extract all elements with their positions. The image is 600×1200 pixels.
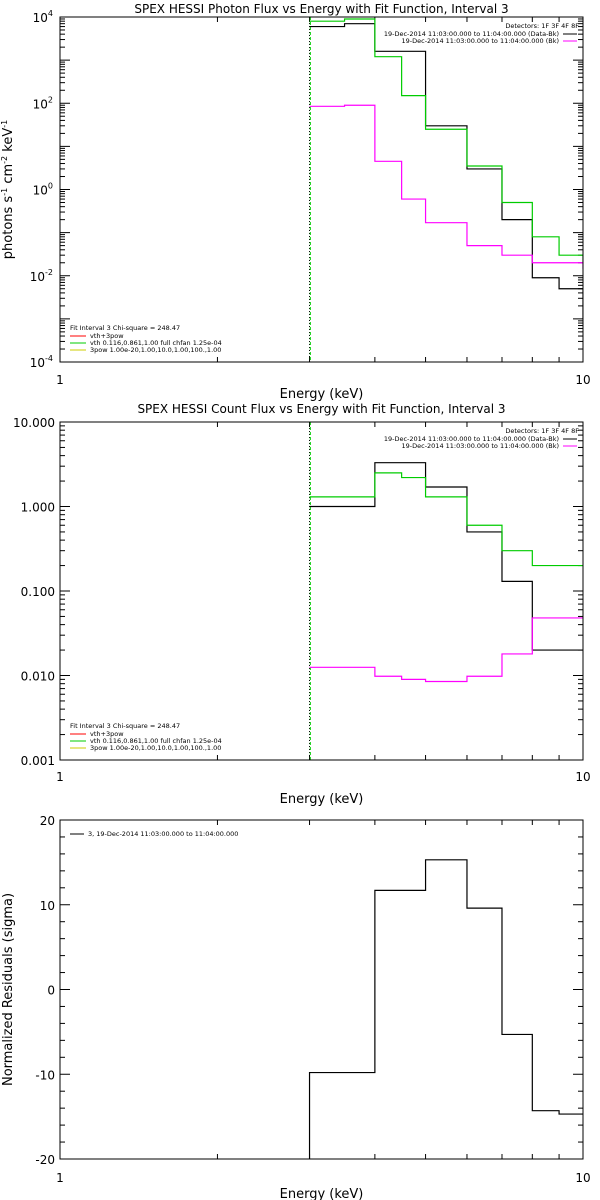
legend-entry-label: vth+3pow bbox=[90, 730, 124, 738]
y-tick-label: 20 bbox=[40, 814, 55, 828]
legend-bottom-left: Fit Interval 3 Chi-square = 248.47vth+3p… bbox=[70, 722, 222, 752]
legend-entry-label: 3pow 1.00e-20,1.00,10.0,1.00,100.,1.00 bbox=[90, 744, 221, 752]
data-area bbox=[309, 17, 583, 362]
x-axis-label: Energy (keV) bbox=[280, 387, 364, 402]
legend-header: Fit Interval 3 Chi-square = 248.47 bbox=[70, 722, 180, 730]
y-tick-label: 10-2 bbox=[30, 268, 53, 284]
legend-entry-label: 19-Dec-2014 11:03:00.000 to 11:04:00.000… bbox=[402, 442, 560, 450]
y-label-exponent: -1 bbox=[0, 120, 9, 128]
y-label-exponent: -2 bbox=[0, 156, 9, 164]
chart-title: SPEX HESSI Photon Flux vs Energy with Fi… bbox=[134, 2, 508, 16]
y-tick-exponent: 4 bbox=[48, 9, 53, 18]
y-tick-label: 10.000 bbox=[13, 416, 55, 430]
series-3-step-line bbox=[309, 104, 583, 269]
x-axis-label: Energy (keV) bbox=[280, 1187, 364, 1200]
y-tick-label: 100 bbox=[33, 182, 53, 198]
legend-entry-label: 19-Dec-2014 11:03:00.000 to 11:04:00.000… bbox=[402, 37, 560, 45]
x-tick-label: 10 bbox=[575, 373, 590, 387]
legend-header: Detectors: 1F 3F 4F 8F bbox=[505, 427, 579, 435]
series-2-step-line bbox=[309, 472, 583, 567]
y-tick-exponent: 0 bbox=[48, 182, 53, 191]
plot-frame bbox=[59, 16, 584, 363]
chart-title: SPEX HESSI Count Flux vs Energy with Fit… bbox=[137, 402, 505, 416]
y-tick-base: 10 bbox=[33, 11, 48, 25]
legend-entry-label: vth 0.116,0.861,1.00 full chfan 1.25e-04 bbox=[90, 339, 222, 347]
series-1-step-line bbox=[309, 462, 583, 651]
y-label-part: photons s bbox=[1, 196, 16, 260]
y-tick-exponent: -4 bbox=[45, 354, 53, 363]
y-tick-label: -10 bbox=[35, 1068, 55, 1082]
y-tick-label: -20 bbox=[35, 1153, 55, 1167]
y-tick-label: 104 bbox=[33, 9, 53, 25]
series-2-step-line bbox=[309, 18, 583, 264]
y-tick-label: 1.000 bbox=[21, 501, 55, 515]
y-tick-label: 102 bbox=[33, 95, 53, 111]
y-tick-exponent: -2 bbox=[45, 268, 53, 277]
plot-frame bbox=[59, 421, 584, 761]
panel-2: SPEX HESSI Count Flux vs Energy with Fit… bbox=[13, 402, 591, 807]
y-tick-label: 0 bbox=[47, 984, 55, 998]
legend-entry-label: 19-Dec-2014 11:03:00.000 to 11:04:00.000… bbox=[384, 435, 559, 443]
x-tick-label: 1 bbox=[56, 373, 64, 387]
y-tick-base: 10 bbox=[30, 270, 45, 284]
y-tick-label: 10 bbox=[40, 899, 55, 913]
legend-header: Fit Interval 3 Chi-square = 248.47 bbox=[70, 324, 180, 332]
y-tick-base: 10 bbox=[33, 184, 48, 198]
legend-entry-label: 19-Dec-2014 11:03:00.000 to 11:04:00.000… bbox=[384, 30, 559, 38]
y-tick-exponent: 2 bbox=[48, 95, 53, 104]
legend-bottom-left: Fit Interval 3 Chi-square = 248.47vth+3p… bbox=[70, 324, 222, 354]
y-label-exponent: -1 bbox=[0, 188, 9, 196]
y-tick-base: 10 bbox=[33, 97, 48, 111]
y-label-part: keV bbox=[1, 128, 16, 156]
x-axis-label: Energy (keV) bbox=[280, 792, 364, 807]
data-area bbox=[308, 859, 583, 1159]
x-tick-label: 1 bbox=[56, 1171, 64, 1185]
series-1-step-line bbox=[309, 23, 583, 320]
y-tick-base: 10 bbox=[30, 356, 45, 370]
x-tick-label: 10 bbox=[575, 1171, 590, 1185]
y-tick-label: 10-4 bbox=[30, 354, 53, 370]
legend-entry-label: 3, 19-Dec-2014 11:03:00.000 to 11:04:00.… bbox=[88, 830, 238, 838]
legend-top-left: 3, 19-Dec-2014 11:03:00.000 to 11:04:00.… bbox=[70, 830, 238, 838]
y-tick-label: 0.100 bbox=[21, 585, 55, 599]
series-3-step-line bbox=[309, 617, 583, 683]
data-area bbox=[309, 422, 583, 760]
series-1-step-line bbox=[308, 859, 583, 1159]
plot-frame bbox=[59, 819, 584, 1160]
y-axis-label: Normalized Residuals (sigma) bbox=[1, 893, 16, 1086]
legend-entry-label: 3pow 1.00e-20,1.00,10.0,1.00,100.,1.00 bbox=[90, 346, 221, 354]
x-tick-label: 1 bbox=[56, 770, 64, 784]
y-tick-label: 0.001 bbox=[21, 754, 55, 768]
y-tick-label: 0.010 bbox=[21, 670, 55, 684]
legend-header: Detectors: 1F 3F 4F 8F bbox=[505, 22, 579, 30]
panel-3: 1 10 20 10 0 -10 -20 Energy (keV) Normalized Res… bbox=[1, 814, 591, 1200]
y-label-part: cm bbox=[1, 164, 16, 188]
y-axis-label: photons s-1 cm-2 keV-1 bbox=[0, 120, 16, 259]
legend-entry-label: vth 0.116,0.861,1.00 full chfan 1.25e-04 bbox=[90, 737, 222, 745]
legend-entry-label: vth+3pow bbox=[90, 332, 124, 340]
panel-1: SPEX HESSI Photon Flux vs Energy with Fi… bbox=[0, 2, 591, 402]
x-tick-label: 10 bbox=[575, 770, 590, 784]
